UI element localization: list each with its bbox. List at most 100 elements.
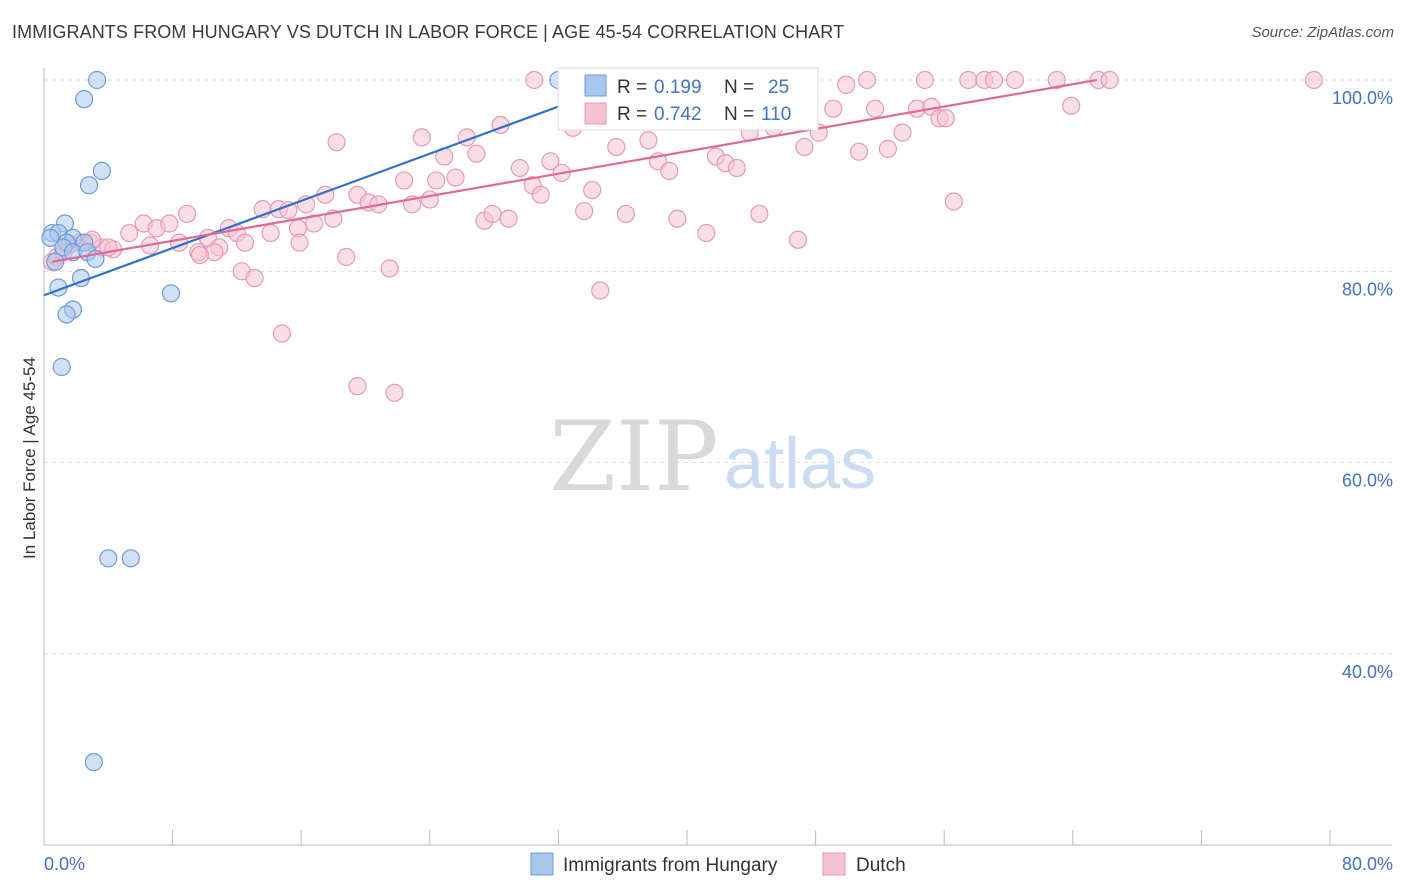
- dutch-point-57: [583, 180, 602, 200]
- dutch-point-90: [959, 70, 978, 90]
- legend-n-label-2: N =: [724, 104, 754, 125]
- dutch-point-79: [824, 99, 843, 118]
- y-tick-labels: 100.0% 80.0% 60.0% 40.0%: [1332, 88, 1393, 682]
- watermark-atlas: atlas: [724, 424, 876, 504]
- legend-n-label-1: N =: [724, 77, 754, 98]
- dutch-point-25: [279, 201, 298, 220]
- dutch-point-77: [795, 137, 814, 157]
- legend-r-label-1: R =: [617, 77, 647, 98]
- dutch-point-56: [575, 201, 594, 221]
- hungary-points: [41, 70, 568, 772]
- dutch-trend-line: [51, 78, 1098, 263]
- dutch-point-88: [936, 109, 955, 128]
- dutch-point-64: [660, 161, 679, 180]
- y-tick-label-3: 40.0%: [1342, 662, 1393, 682]
- dutch-point-39: [412, 128, 431, 147]
- dutch-point-47: [483, 204, 502, 224]
- hungary-point-22: [99, 549, 118, 568]
- bottom-legend-swatch-dutch: [822, 852, 846, 876]
- y-axis-label: In Labor Force | Age 45-54: [20, 357, 39, 559]
- dutch-point-45: [467, 144, 486, 163]
- dutch-point-58: [591, 281, 610, 300]
- dutch-point-41: [427, 171, 446, 190]
- dutch-point-62: [639, 131, 658, 150]
- hungary-point-0: [87, 70, 107, 90]
- dutch-point-105: [272, 324, 292, 343]
- x-tick-labels: 0.0% 80.0%: [44, 854, 1393, 874]
- legend-n-value-2: 110: [761, 104, 791, 125]
- trend-lines: [43, 78, 1098, 297]
- dutch-point-100: [525, 70, 544, 90]
- x-tick-label-0: 0.0%: [44, 854, 85, 874]
- y-tick-label-1: 80.0%: [1342, 279, 1393, 299]
- dutch-point-37: [394, 171, 414, 190]
- dutch-point-82: [865, 99, 885, 118]
- dutch-point-36: [380, 259, 399, 278]
- dutch-point-92: [984, 70, 1004, 90]
- dutch-point-106: [348, 377, 367, 396]
- hungary-trend-line: [43, 78, 632, 297]
- dutch-point-104: [915, 70, 935, 90]
- dutch-point-28: [304, 214, 324, 233]
- y-tick-label-0: 100.0%: [1332, 88, 1393, 108]
- legend-swatch-dutch: [584, 102, 607, 125]
- watermark-zip: ZIP: [549, 401, 718, 513]
- bottom-legend-label-dutch: Dutch: [856, 855, 906, 876]
- dutch-point-81: [849, 142, 869, 161]
- dutch-point-13: [177, 204, 197, 224]
- legend-box: R = 0.199 N = 25 R = 0.742 N = 110: [557, 67, 819, 131]
- hungary-point-23: [121, 549, 140, 568]
- legend-r-value-2: 0.742: [654, 104, 702, 125]
- dutch-point-49: [499, 209, 518, 228]
- hungary-point-20: [57, 305, 76, 324]
- dutch-point-52: [531, 185, 550, 204]
- bottom-legend-swatch-hungary: [530, 852, 554, 876]
- source-label: Source: ZipAtlas.com: [1251, 24, 1394, 41]
- legend-swatch-hungary: [584, 74, 607, 97]
- dutch-point-60: [616, 204, 636, 224]
- dutch-point-59: [607, 137, 626, 157]
- hungary-point-2: [92, 161, 111, 180]
- hungary-point-21: [52, 357, 71, 377]
- dutch-point-68: [697, 223, 716, 243]
- dutch-point-103: [857, 70, 877, 90]
- dutch-point-93: [1005, 70, 1025, 90]
- hungary-point-1: [75, 90, 94, 109]
- hungary-point-3: [79, 176, 99, 195]
- watermark: ZIP atlas: [549, 401, 876, 513]
- dutch-point-95: [1062, 96, 1081, 115]
- chart-title: IMMIGRANTS FROM HUNGARY VS DUTCH IN LABO…: [12, 22, 845, 42]
- dutch-point-113: [290, 233, 309, 252]
- bottom-legend: Immigrants from Hungary Dutch: [530, 852, 906, 876]
- dutch-point-112: [190, 245, 210, 265]
- legend-r-label-2: R =: [617, 104, 647, 125]
- dutch-point-84: [893, 123, 912, 142]
- dutch-point-43: [446, 168, 465, 187]
- dutch-point-89: [944, 192, 963, 211]
- dutch-point-98: [1304, 70, 1324, 90]
- dutch-point-94: [1047, 70, 1066, 90]
- y-tick-label-2: 60.0%: [1342, 471, 1393, 491]
- dutch-point-76: [788, 230, 808, 249]
- dutch-point-73: [750, 204, 769, 224]
- dutch-point-23: [261, 223, 280, 243]
- dutch-point-19: [235, 233, 255, 252]
- dutch-point-107: [385, 383, 404, 402]
- dutch-point-31: [327, 133, 346, 152]
- dutch-point-11: [160, 214, 179, 233]
- dutch-point-50: [510, 158, 529, 178]
- dutch-point-32: [337, 247, 356, 267]
- dutch-point-40: [420, 190, 439, 209]
- dutch-points: [42, 70, 1324, 402]
- dutch-point-53: [541, 152, 560, 171]
- legend-n-value-1: 25: [768, 77, 789, 98]
- dutch-point-83: [878, 139, 898, 158]
- x-tick-label-1: 80.0%: [1342, 854, 1393, 874]
- hungary-point-24: [84, 753, 103, 772]
- bottom-legend-label-hungary: Immigrants from Hungary: [563, 855, 778, 876]
- dutch-point-66: [668, 209, 687, 228]
- dutch-point-21: [245, 268, 264, 288]
- dutch-point-71: [727, 158, 746, 178]
- dutch-point-80: [837, 75, 856, 94]
